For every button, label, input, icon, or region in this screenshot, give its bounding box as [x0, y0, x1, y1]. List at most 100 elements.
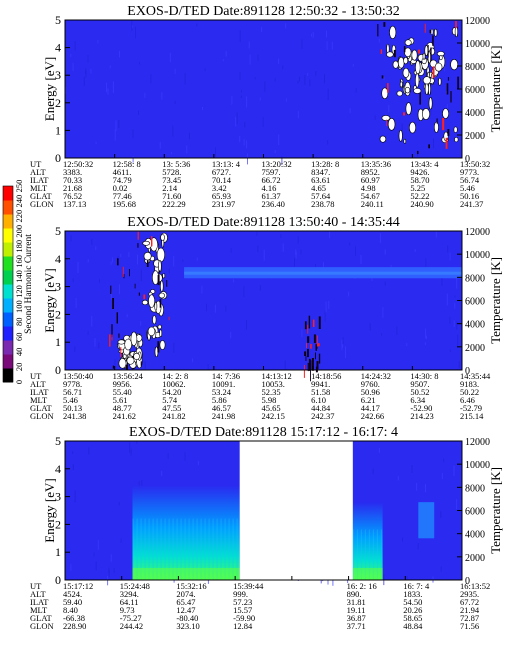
table-cell: 47.55 [162, 403, 181, 413]
white-blob [159, 329, 163, 338]
dark-mark [143, 294, 146, 300]
texture-streak [136, 441, 138, 444]
y-axis-label: Energy [eV] [42, 268, 57, 332]
table-row-label: ILAT [30, 597, 49, 607]
table-cell: 10053. [262, 379, 285, 389]
table-cell: 241.62 [113, 411, 136, 421]
dark-mark [311, 358, 314, 371]
feature-stripe [156, 518, 158, 580]
texture-streak [161, 471, 163, 476]
texture-streak [411, 465, 413, 473]
white-blob [421, 108, 430, 120]
feature-stripe [176, 518, 178, 580]
texture-streak [382, 306, 384, 318]
texture-streak [320, 579, 322, 584]
texture-streak [456, 499, 458, 510]
texture-streak [285, 98, 287, 102]
table-cell: 12:58: 8 [113, 159, 141, 169]
table-row-label: UT [30, 371, 42, 381]
texture-streak [144, 92, 146, 98]
table-cell: 2074. [176, 589, 195, 599]
y2-tick-label: 12000 [465, 437, 490, 448]
texture-streak [189, 132, 190, 140]
table-cell: -75.27 [120, 613, 142, 623]
y2-tick-label: 10000 [465, 39, 490, 50]
texture-streak [396, 326, 398, 335]
texture-streak [274, 78, 276, 82]
white-blob [404, 47, 412, 58]
texture-streak [301, 39, 303, 49]
white-blob [415, 73, 420, 88]
table-cell: 241.98 [212, 411, 235, 421]
dark-mark [455, 21, 457, 29]
texture-streak [414, 249, 416, 253]
table-cell: 9507. [410, 379, 429, 389]
texture-streak [454, 295, 456, 298]
feature-stripe [220, 518, 222, 580]
table-row-label: MLT [30, 395, 48, 405]
texture-streak [304, 75, 306, 85]
dark-mark [305, 356, 307, 361]
texture-streak [90, 69, 92, 74]
texture-streak [445, 91, 447, 94]
table-row-label: GLON [30, 621, 54, 631]
dark-mark [418, 49, 421, 54]
dark-mark [429, 29, 432, 33]
texture-streak [244, 122, 246, 128]
texture-streak [109, 65, 111, 69]
texture-streak [239, 135, 241, 143]
table-cell: 77.46 [113, 191, 132, 201]
colorbar-tick-label: 220 [14, 210, 24, 223]
texture-streak [72, 278, 74, 282]
texture-streak [119, 284, 120, 295]
colorbar-tick-label: 200 [14, 225, 24, 238]
dark-mark [403, 46, 406, 53]
table-cell: 241.82 [162, 411, 185, 421]
texture-streak [130, 448, 132, 456]
table-cell: 4.65 [311, 183, 326, 193]
white-blob [433, 121, 439, 133]
texture-streak [297, 80, 299, 84]
texture-streak [282, 65, 284, 70]
y2-tick-label: 8000 [465, 273, 485, 284]
table-cell: 64.11 [120, 597, 139, 607]
texture-streak [112, 257, 114, 263]
table-cell: 323.10 [176, 621, 199, 631]
dark-mark [381, 75, 384, 79]
table-cell: 57.64 [311, 191, 331, 201]
table-cell: 13:28: 8 [311, 159, 339, 169]
y-tick-label: 5 [55, 434, 61, 448]
texture-streak [120, 538, 122, 543]
dark-mark [137, 243, 139, 248]
texture-streak [355, 87, 357, 93]
white-blob [381, 87, 389, 100]
table-cell: 9760. [361, 379, 380, 389]
texture-streak [239, 72, 241, 80]
feature-stripe [368, 529, 371, 580]
texture-streak [70, 235, 72, 242]
table-cell: 16:13:52 [460, 581, 490, 591]
white-blob [147, 326, 156, 337]
dark-mark [442, 118, 445, 131]
texture-streak [108, 567, 110, 574]
colorbar-segment [3, 354, 13, 369]
feature-stripe [200, 518, 202, 580]
table-cell: 13: 5:36 [162, 159, 190, 169]
table-cell: 242.37 [311, 411, 334, 421]
colorbar-segment [3, 340, 13, 355]
texture-streak [207, 364, 209, 370]
dark-mark [146, 260, 149, 267]
colorbar-segment [3, 270, 13, 285]
table-cell: 238.78 [311, 199, 334, 209]
table-cell: 6.46 [460, 395, 475, 405]
texture-streak [91, 239, 93, 245]
table-cell: 1833. [403, 589, 422, 599]
feature-stripe [132, 518, 134, 580]
texture-streak [119, 50, 120, 58]
table-cell: 52.22 [410, 191, 429, 201]
table-cell: 14:24:32 [361, 371, 391, 381]
texture-streak [87, 55, 89, 63]
table-cell: 5.25 [410, 183, 425, 193]
texture-streak [126, 314, 128, 318]
texture-streak [348, 291, 350, 297]
